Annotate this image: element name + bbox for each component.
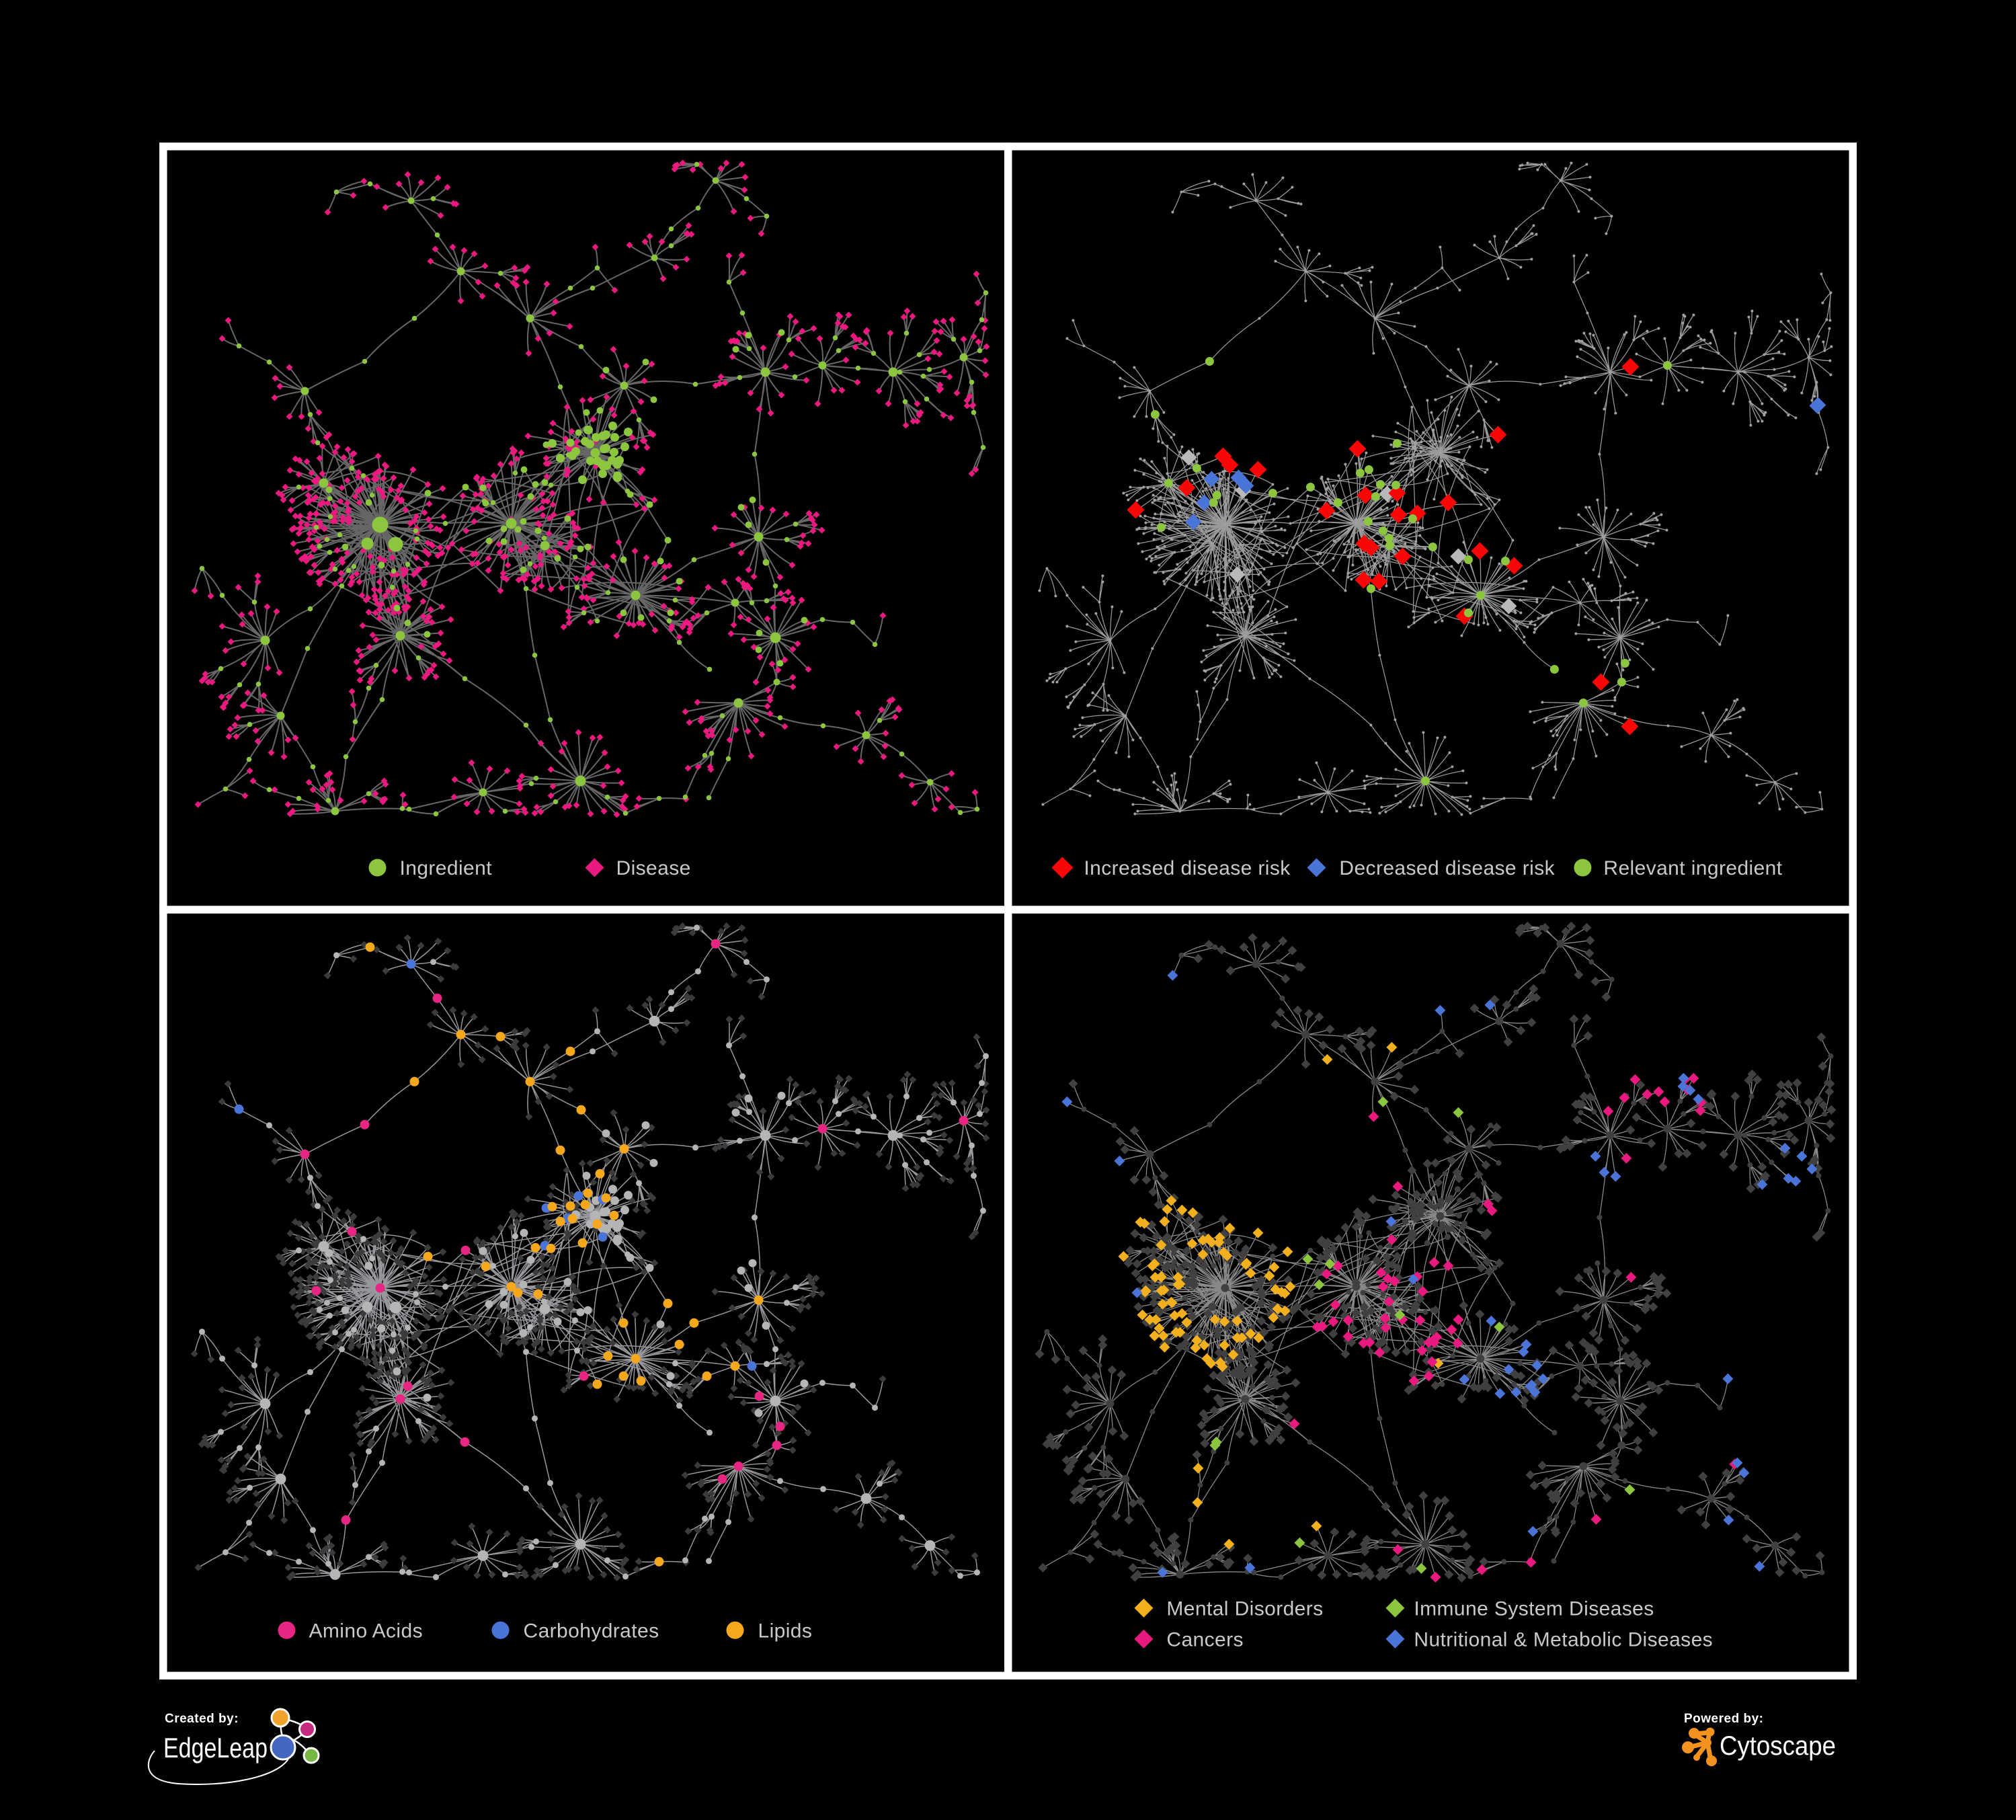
svg-text:Powered by:: Powered by: <box>1684 1712 1763 1726</box>
svg-text:Amino Acids: Amino Acids <box>309 1620 423 1642</box>
svg-text:Nutritional & Metabolic Diseas: Nutritional & Metabolic Diseases <box>1414 1628 1713 1651</box>
svg-text:Lipids: Lipids <box>758 1620 813 1642</box>
svg-text:Immune System Diseases: Immune System Diseases <box>1414 1597 1654 1620</box>
svg-text:Created by:: Created by: <box>165 1712 239 1726</box>
svg-text:Increased disease risk: Increased disease risk <box>1084 857 1291 879</box>
svg-text:Cytoscape: Cytoscape <box>1720 1731 1836 1761</box>
svg-text:EdgeLeap: EdgeLeap <box>163 1732 268 1764</box>
svg-text:Cancers: Cancers <box>1166 1628 1244 1651</box>
svg-text:Ingredient: Ingredient <box>400 857 493 879</box>
svg-text:Carbohydrates: Carbohydrates <box>524 1620 659 1642</box>
svg-text:Disease: Disease <box>616 857 691 879</box>
svg-text:Decreased disease risk: Decreased disease risk <box>1339 857 1555 879</box>
svg-text:Relevant ingredient: Relevant ingredient <box>1603 857 1782 879</box>
svg-text:Mental Disorders: Mental Disorders <box>1166 1597 1323 1620</box>
